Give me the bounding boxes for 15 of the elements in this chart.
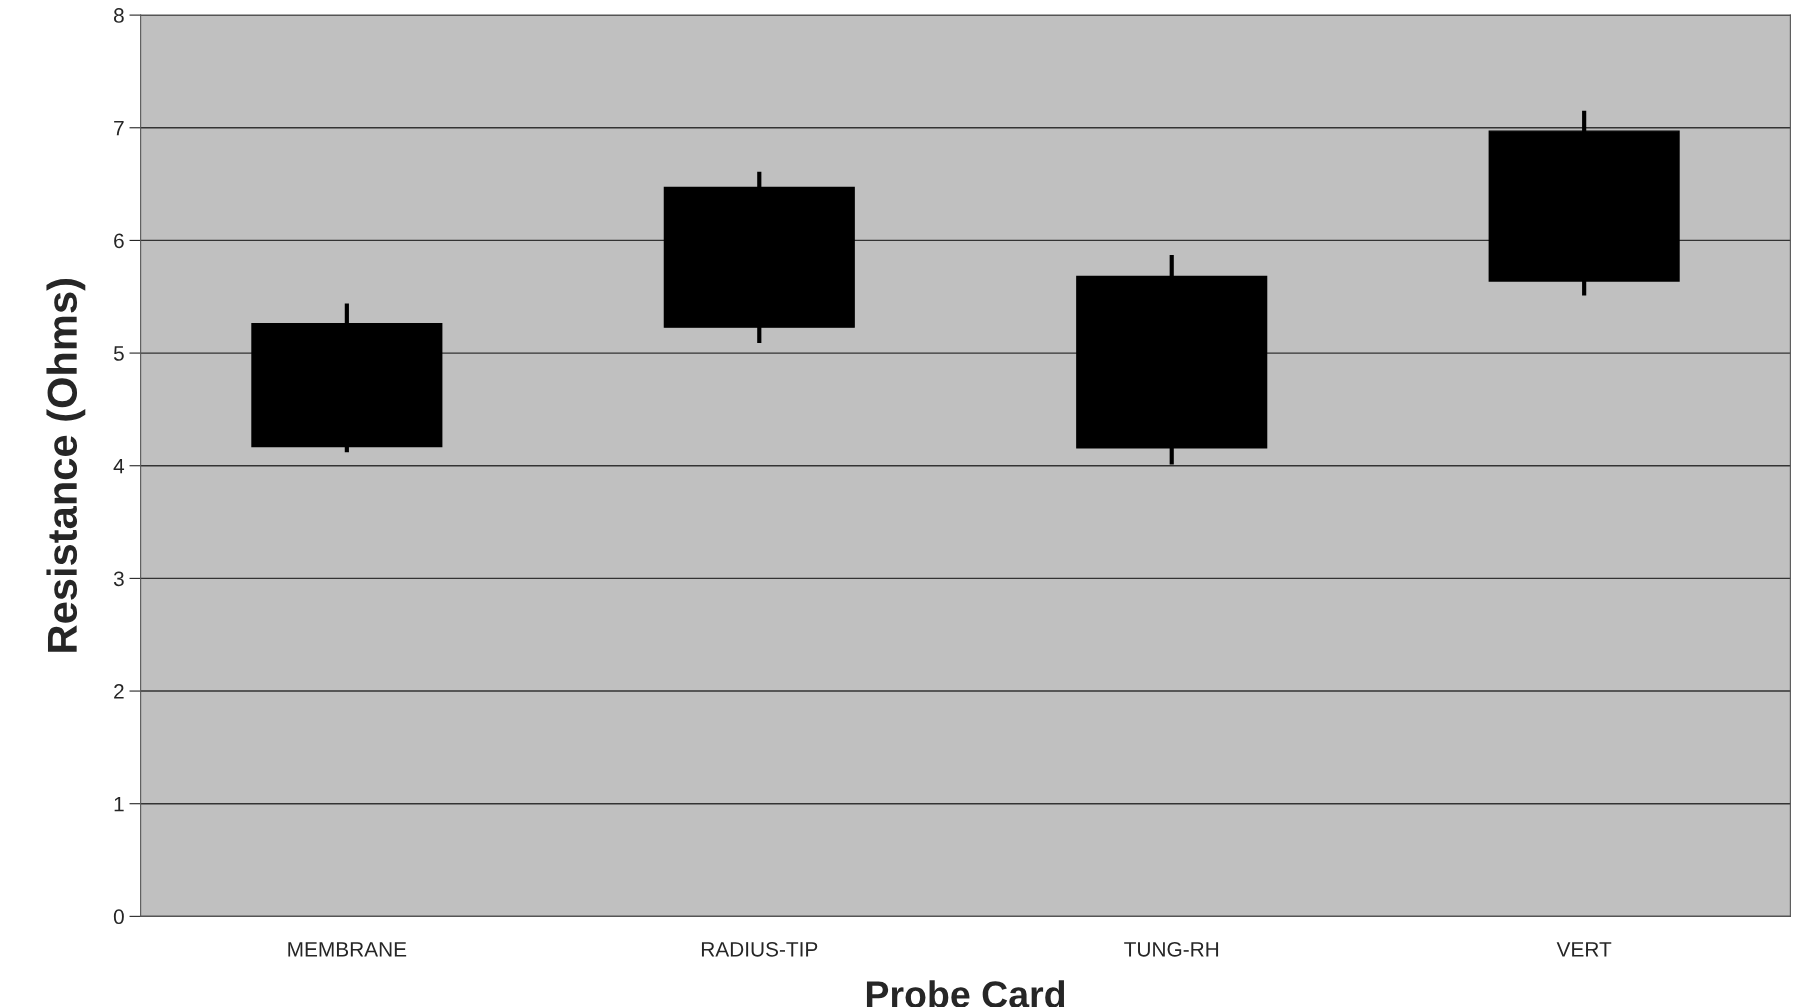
y-tick-label: 7 [114, 120, 124, 136]
x-tick-label: TUNG-RH [1124, 941, 1219, 957]
y-tick-label: 3 [113, 571, 124, 587]
x-axis-title: Probe Card [866, 980, 1065, 1007]
x-tick-label: MEMBRANE [288, 942, 407, 957]
y-tick-label: 0 [113, 909, 124, 925]
y-tick-label: 1 [114, 796, 124, 812]
x-tick-label: RADIUS-TIP [701, 941, 818, 957]
y-tick-label: 4 [113, 458, 125, 474]
y-tick-label: 5 [113, 346, 124, 361]
x-tick-label: VERT [1556, 942, 1612, 957]
y-tick-label: 8 [113, 8, 124, 23]
y-tick-label: 2 [114, 684, 124, 699]
y-axis-title: Resistance (Ohms) [46, 279, 86, 652]
y-tick-label: 6 [114, 233, 124, 249]
